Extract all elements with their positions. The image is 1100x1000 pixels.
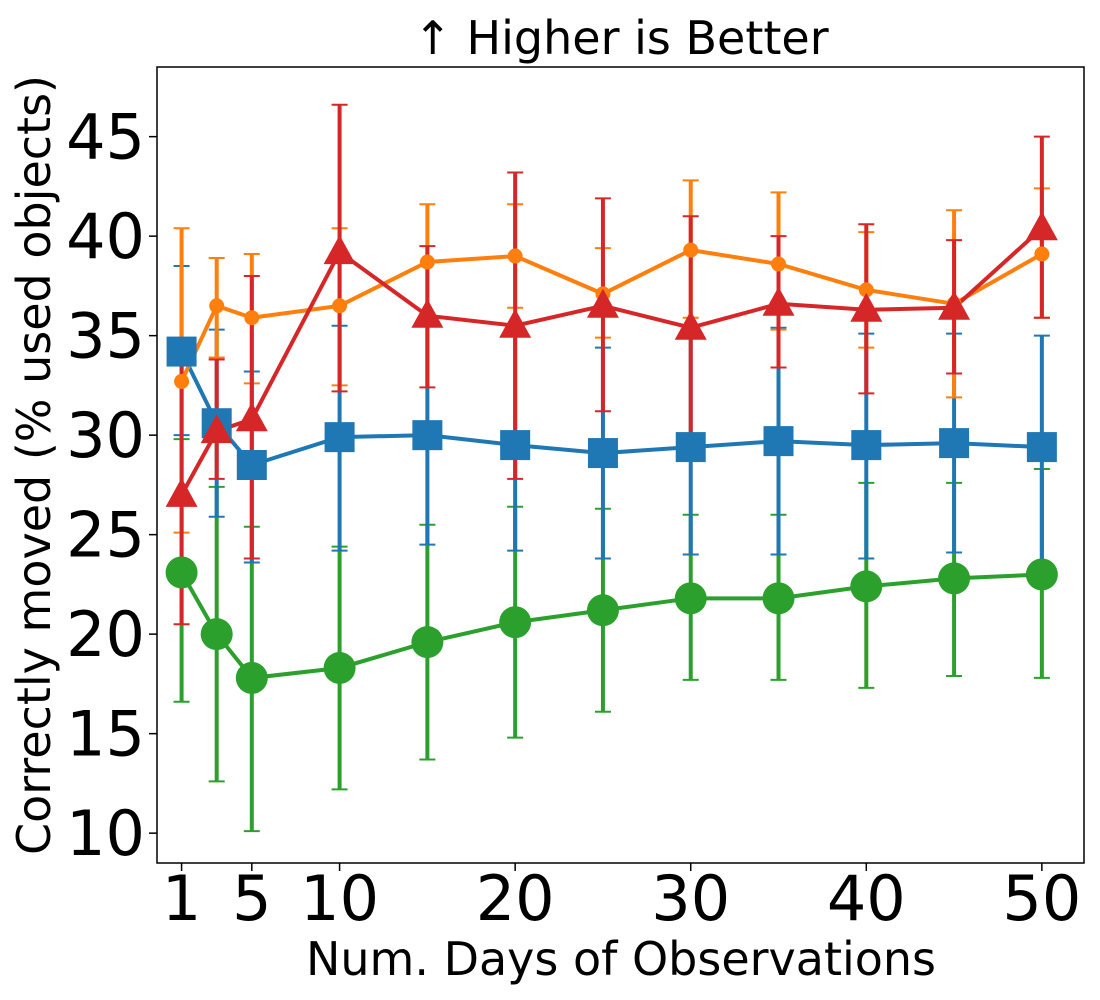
data-point-red xyxy=(1025,211,1058,241)
data-point-orange xyxy=(332,298,348,314)
data-point-green xyxy=(850,570,883,603)
data-point-blue xyxy=(166,336,197,367)
y-tick-label: 40 xyxy=(66,200,145,273)
x-axis-ticks: 1 5 10 20 30 40 50 xyxy=(162,862,1081,935)
data-point-red xyxy=(674,310,707,340)
plot-frame xyxy=(156,66,1085,864)
data-point-orange xyxy=(683,242,699,258)
y-tick-label: 30 xyxy=(66,399,145,472)
data-point-orange xyxy=(419,254,435,270)
x-tick-label: 40 xyxy=(827,862,906,935)
x-axis-label: Num. Days of Observations xyxy=(306,932,936,986)
x-tick-label: 30 xyxy=(651,862,730,935)
data-point-blue xyxy=(1026,432,1057,463)
data-point-blue xyxy=(412,420,443,451)
y-tick-label: 45 xyxy=(66,101,145,174)
data-point-red xyxy=(499,308,532,338)
data-point-red xyxy=(165,477,198,507)
y-axis-label: Correctly moved (% used objects) xyxy=(7,75,61,855)
data-point-orange xyxy=(244,310,260,326)
data-point-red xyxy=(850,292,883,322)
data-point-orange xyxy=(174,373,190,389)
data-point-blue xyxy=(939,428,970,459)
data-point-red xyxy=(235,402,268,432)
x-tick-label: 10 xyxy=(300,862,379,935)
data-point-blue xyxy=(324,422,355,453)
data-point-green xyxy=(235,661,268,694)
data-point-green xyxy=(411,626,444,659)
x-tick-label: 5 xyxy=(232,862,271,935)
data-point-orange xyxy=(771,256,787,272)
data-point-orange xyxy=(1034,246,1050,262)
data-point-green xyxy=(165,556,198,589)
data-point-green xyxy=(762,582,795,615)
x-tick-label: 1 xyxy=(162,862,201,935)
y-tick-label: 20 xyxy=(66,598,145,671)
data-point-blue xyxy=(236,450,267,480)
data-point-blue xyxy=(763,426,794,457)
data-point-blue xyxy=(675,432,706,463)
data-point-orange xyxy=(507,248,523,264)
data-point-green xyxy=(938,562,971,595)
y-tick-label: 35 xyxy=(66,300,145,373)
data-point-blue xyxy=(851,430,882,461)
data-point-red xyxy=(762,286,795,316)
data-point-green xyxy=(674,582,707,615)
data-point-red xyxy=(411,298,444,328)
y-tick-label: 25 xyxy=(66,499,145,572)
data-point-green xyxy=(1025,558,1058,591)
data-point-orange xyxy=(209,298,225,314)
data-point-red xyxy=(200,414,233,444)
data-point-green xyxy=(586,594,619,627)
data-point-red xyxy=(938,290,971,320)
x-tick-label: 20 xyxy=(476,862,555,935)
data-point-blue xyxy=(587,438,618,469)
data-point-green xyxy=(499,606,532,639)
y-tick-label: 15 xyxy=(66,698,145,771)
data-point-red xyxy=(323,235,356,265)
x-tick-label: 50 xyxy=(1002,862,1081,935)
chart-title: ↑ Higher is Better xyxy=(413,11,828,65)
series-markers xyxy=(165,211,1058,694)
series-line-green xyxy=(179,571,1042,681)
data-point-red xyxy=(586,288,619,318)
data-point-green xyxy=(323,651,356,684)
data-point-green xyxy=(200,618,233,651)
data-point-blue xyxy=(500,430,531,461)
y-axis-ticks: 10 15 20 25 30 35 40 45 xyxy=(66,101,157,870)
data-point-orange xyxy=(858,282,874,298)
y-tick-label: 10 xyxy=(66,797,145,870)
